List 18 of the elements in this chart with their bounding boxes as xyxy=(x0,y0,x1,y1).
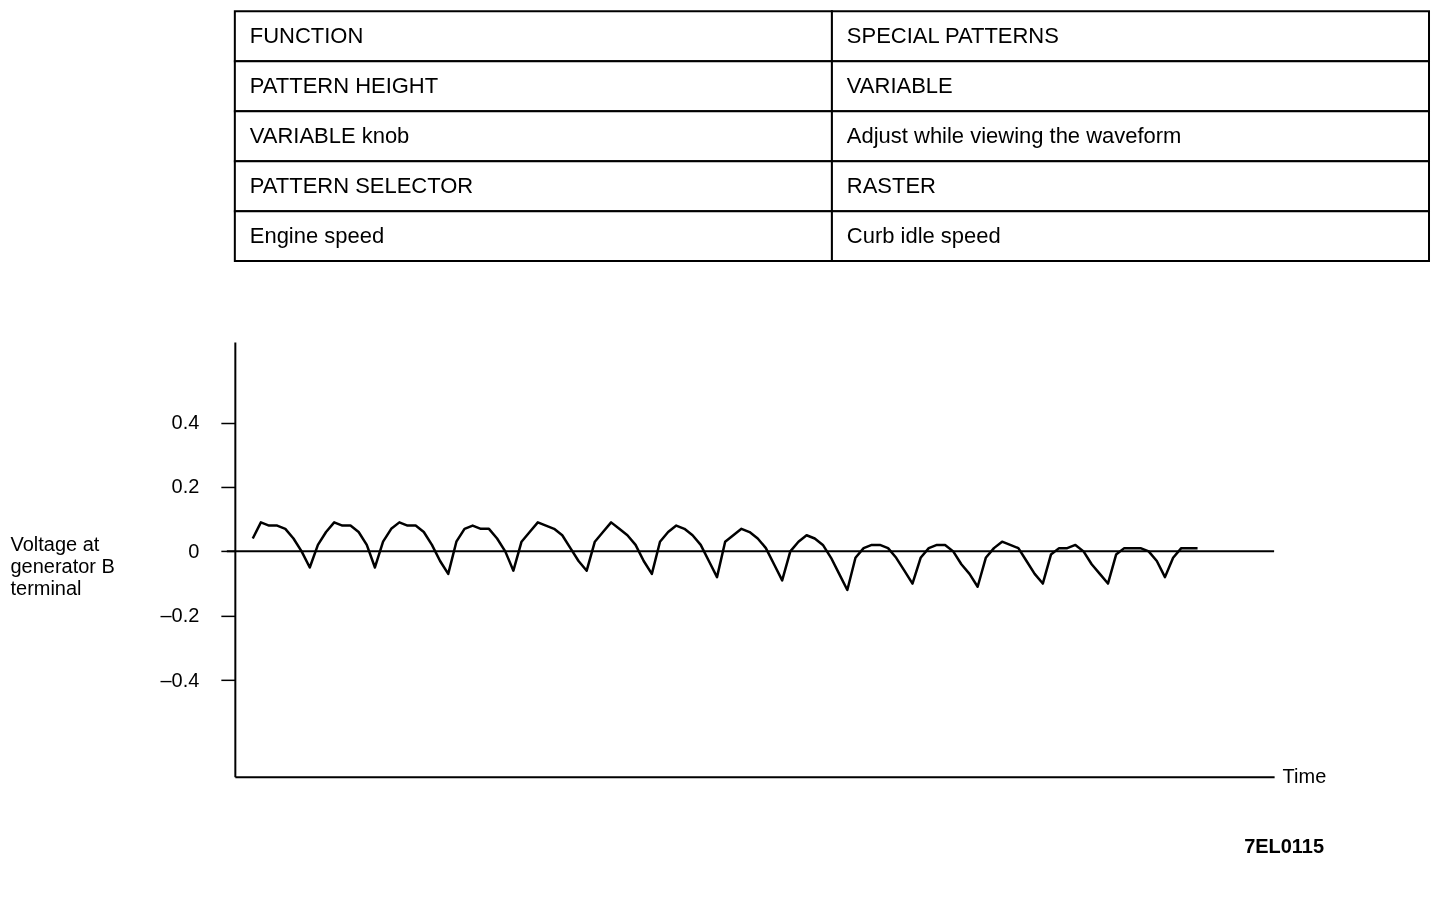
x-axis-title: Time xyxy=(1282,765,1327,788)
y-tick-label: –0.4 xyxy=(160,668,200,691)
text: VARIABLE xyxy=(846,73,953,99)
text: VARIABLE knob xyxy=(249,123,410,149)
y-tick-label: –0.2 xyxy=(160,604,200,627)
y-tick-label: 0 xyxy=(188,539,200,562)
text: SPECIAL PATTERNS xyxy=(846,23,1059,49)
text: Adjust while viewing the waveform xyxy=(846,123,1182,149)
y-axis-title: Voltage at generator B terminal xyxy=(10,533,115,600)
y-tick-label: 0.4 xyxy=(171,411,200,434)
text: Engine speed xyxy=(249,223,385,249)
text: 7EL0115 xyxy=(1244,834,1325,857)
text: PATTERN HEIGHT xyxy=(249,73,439,99)
text: FUNCTION xyxy=(249,23,364,49)
text: Curb idle speed xyxy=(846,223,1001,249)
text: RASTER xyxy=(846,173,936,199)
y-tick-label: 0.2 xyxy=(171,475,200,498)
text: PATTERN SELECTOR xyxy=(249,173,474,199)
